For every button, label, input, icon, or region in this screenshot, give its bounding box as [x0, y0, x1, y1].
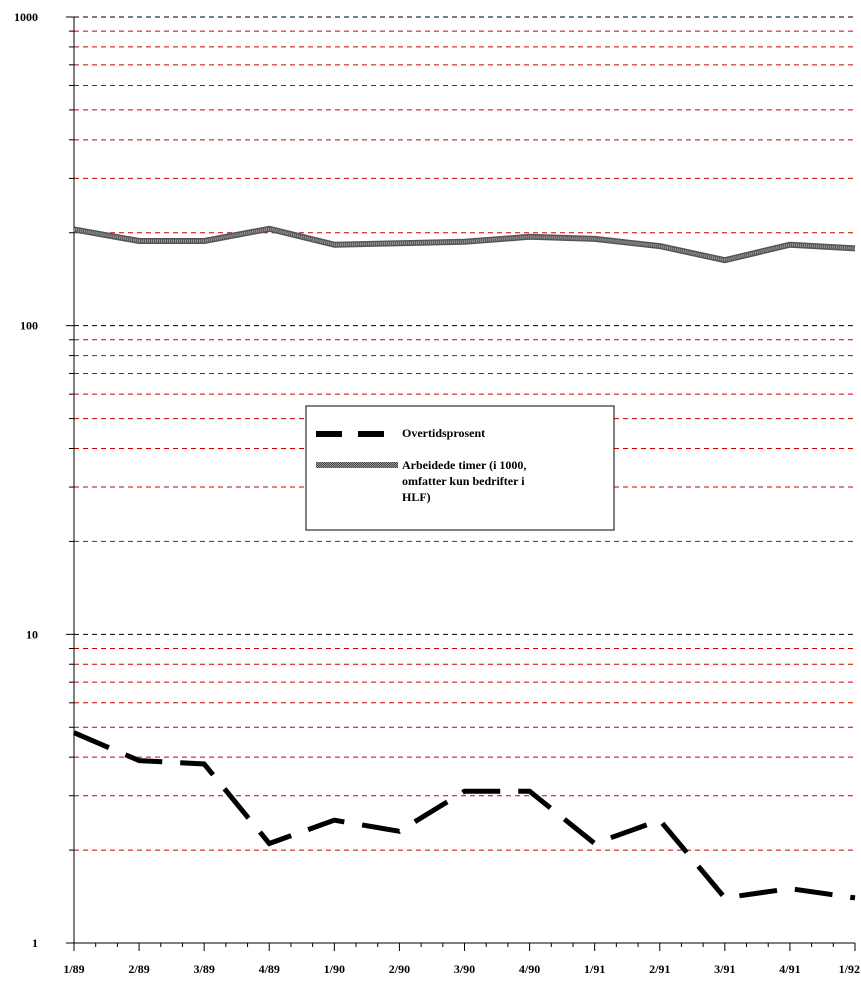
y-tick-label: 10 — [26, 627, 38, 641]
series — [73, 225, 856, 901]
x-tick-label: 2/91 — [649, 962, 670, 976]
x-tick-label: 1/91 — [584, 962, 605, 976]
series-line-arbeidede-timer-outline — [73, 225, 856, 264]
x-tick-label: 3/90 — [454, 962, 475, 976]
data-point — [789, 888, 790, 889]
data-point — [659, 820, 660, 821]
x-tick-label: 1/89 — [63, 962, 84, 976]
x-tick-label: 3/89 — [193, 962, 214, 976]
x-tick-label: 2/89 — [128, 962, 149, 976]
series-line-overtidsprosent — [73, 730, 856, 901]
x-tick-label: 1/90 — [324, 962, 345, 976]
y-tick-label: 1 — [32, 936, 38, 950]
grid — [74, 16, 855, 851]
data-point — [594, 843, 595, 844]
legend-label-arbeidede-timer-line-1: Arbeidede timer (i 1000, — [402, 458, 527, 472]
x-tick-label: 4/90 — [519, 962, 540, 976]
legend-swatch-arbeidede-timer — [316, 462, 398, 468]
y-tick-label: 1000 — [14, 10, 38, 24]
legend-label-arbeidede-timer-line-3: HLF) — [402, 490, 431, 504]
x-tick-label: 3/91 — [714, 962, 735, 976]
legend-label-overtidsprosent: Overtidsprosent — [402, 426, 486, 440]
data-point — [724, 897, 725, 898]
x-tick-label: 1/92 — [839, 962, 860, 976]
x-tick-label: 2/90 — [389, 962, 410, 976]
legend-label-arbeidede-timer-line-2: omfatter kun bedrifter i — [402, 474, 525, 488]
x-tick-label: 4/91 — [779, 962, 800, 976]
series-line-arbeidede-timer — [73, 227, 856, 262]
y-tick-label: 100 — [20, 319, 38, 333]
legend: Overtidsprosent Arbeidede timer (i 1000,… — [305, 405, 615, 531]
axes: 1 10 100 1000 1/89 2/89 3/89 4/89 1/90 2/90 3/90 4/… — [14, 10, 860, 976]
x-tick-label: 4/89 — [259, 962, 280, 976]
